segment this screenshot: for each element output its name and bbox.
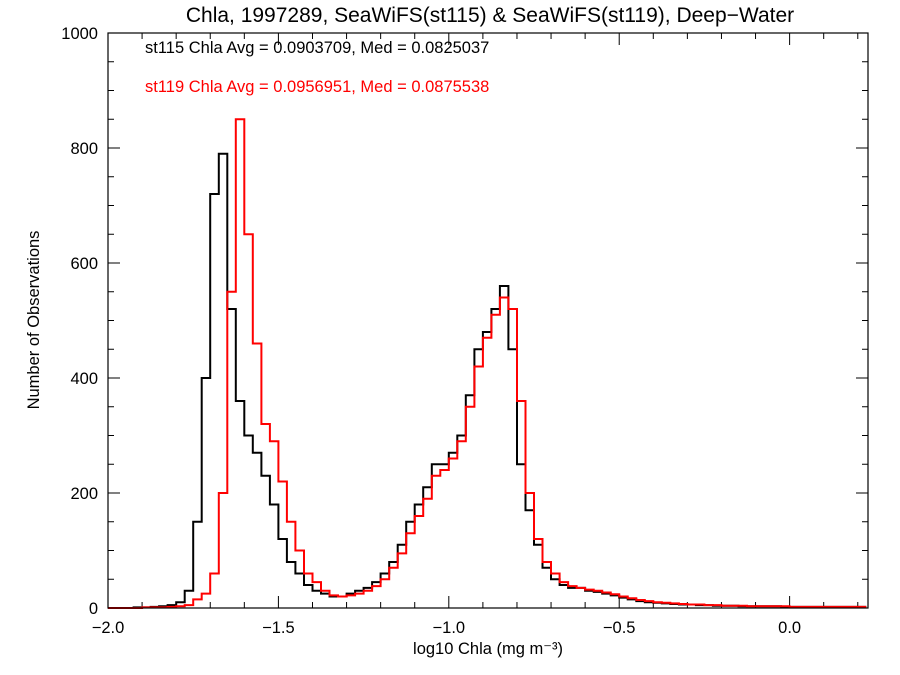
x-tick-label: −1.0 — [433, 619, 466, 637]
x-tick-label: 0.0 — [778, 619, 801, 637]
y-tick-label: 0 — [89, 600, 98, 618]
x-tick-label: −1.5 — [262, 619, 295, 637]
x-tick-label: −0.5 — [603, 619, 636, 637]
y-tick-label: 200 — [70, 485, 98, 503]
y-tick-label: 600 — [70, 255, 98, 273]
y-tick-label: 1000 — [61, 25, 98, 43]
y-axis-label: Number of Observations — [25, 231, 43, 410]
series-st115-line — [108, 152, 867, 609]
plot-frame — [107, 32, 869, 609]
x-axis-label: log10 Chla (mg m⁻³) — [413, 640, 563, 658]
chart-title: Chla, 1997289, SeaWiFS(st115) & SeaWiFS(… — [186, 4, 794, 27]
legend-st119: st119 Chla Avg = 0.0956951, Med = 0.0875… — [145, 78, 489, 96]
x-tick-label: −2.0 — [92, 619, 125, 637]
series-st119-line — [108, 118, 867, 609]
y-tick-label: 400 — [70, 370, 98, 388]
y-tick-label: 800 — [70, 140, 98, 158]
legend-st115: st115 Chla Avg = 0.0903709, Med = 0.0825… — [145, 39, 489, 57]
